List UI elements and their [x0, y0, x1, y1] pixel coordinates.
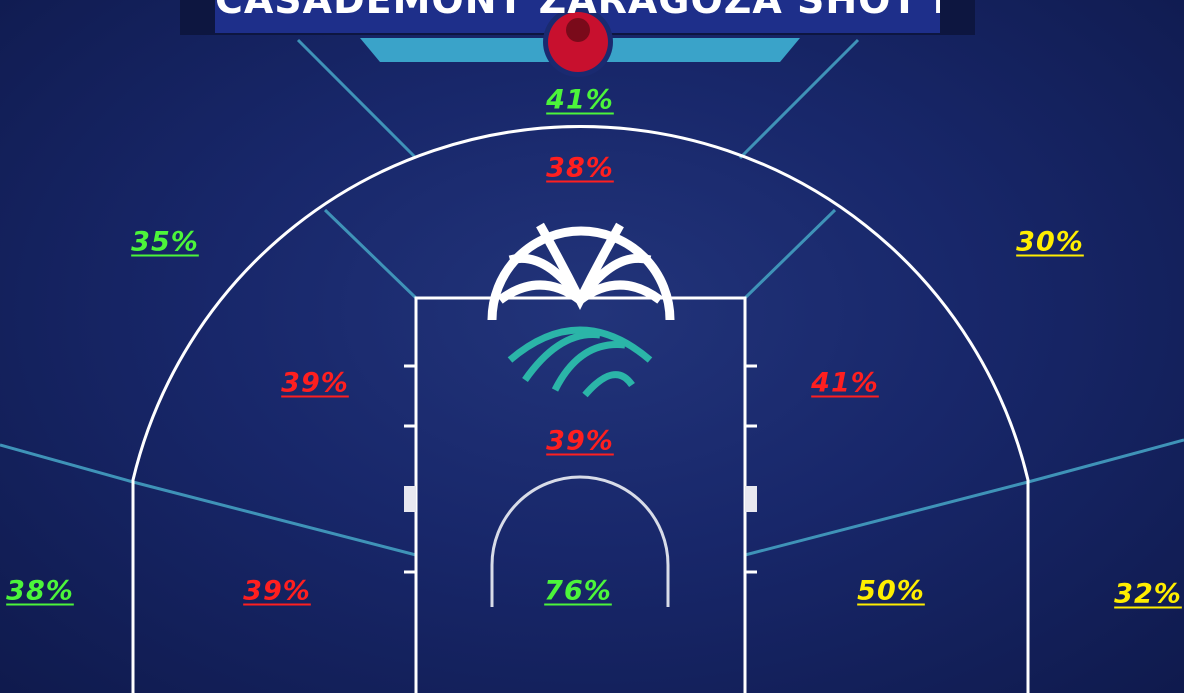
- zone-percentage: 39%: [281, 367, 349, 399]
- zone-percentage: 50%: [857, 575, 925, 607]
- zone-percentage: 38%: [546, 152, 614, 184]
- block: [745, 486, 757, 512]
- zone-lines: [0, 38, 1184, 557]
- league-logo: [487, 222, 675, 321]
- team-logo-lion: [566, 18, 590, 42]
- zone-percentage: 39%: [243, 575, 311, 607]
- zone-percentage: 41%: [546, 84, 614, 116]
- zone-percentage: 32%: [1114, 578, 1182, 610]
- zone-percentage: 38%: [6, 575, 74, 607]
- zone-percentage: 41%: [811, 367, 879, 399]
- zone-percentage: 30%: [1016, 226, 1084, 258]
- zone-percentage: 76%: [544, 575, 612, 607]
- title-box: CASADEMONT ZARAGOZA SHOT MAP: [215, 0, 940, 33]
- zone-percentage: 35%: [131, 226, 199, 258]
- title: CASADEMONT ZARAGOZA SHOT MAP: [215, 0, 940, 22]
- court-lines: [131, 125, 1030, 693]
- block: [404, 486, 416, 512]
- ball-logo: [507, 326, 653, 398]
- zone-percentage: 39%: [546, 425, 614, 457]
